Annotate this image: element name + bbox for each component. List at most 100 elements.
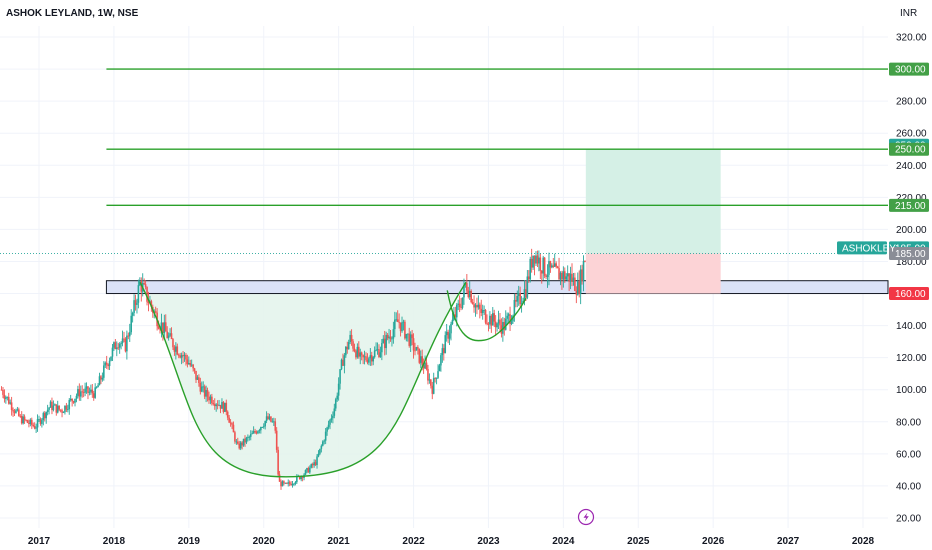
candle-body — [126, 335, 128, 352]
candle-body — [582, 261, 585, 282]
candle-body — [540, 270, 543, 274]
candle-body — [418, 348, 421, 363]
candle-body — [510, 321, 513, 325]
candle-body — [409, 334, 412, 346]
candle-body — [323, 440, 326, 442]
candle-body — [206, 390, 209, 397]
candle-body — [493, 313, 496, 322]
candle-body — [555, 263, 557, 267]
candle-body — [427, 368, 429, 381]
candle-body — [402, 321, 405, 323]
candle-body — [51, 401, 53, 411]
candle-body — [5, 397, 7, 399]
candle-body — [448, 333, 451, 339]
candle-body — [347, 342, 350, 350]
candle-body — [487, 324, 490, 325]
candle-body — [310, 464, 313, 468]
candle-body — [395, 319, 398, 321]
candle-body — [213, 404, 216, 407]
price-badge — [889, 62, 929, 76]
candle-body — [352, 341, 354, 349]
price-badge-label: 160.00 — [895, 289, 926, 300]
price-badge-label: 185.00 — [895, 249, 926, 260]
candle-body — [356, 346, 359, 358]
candle-body — [113, 342, 115, 348]
grid — [0, 26, 888, 528]
candle-body — [196, 377, 199, 380]
candle-body — [571, 273, 573, 282]
candle-body — [564, 271, 566, 280]
candle-body — [48, 407, 50, 410]
candle-body — [65, 405, 68, 410]
candle-body — [309, 467, 311, 473]
y-tick-label: 20.00 — [896, 514, 921, 525]
candle-body — [82, 392, 85, 393]
price-badge-label: 300.00 — [895, 65, 926, 76]
candle-body — [124, 338, 127, 352]
candle-body — [160, 322, 163, 330]
candle-body — [584, 261, 586, 262]
candles — [0, 248, 586, 490]
candle-body — [525, 289, 527, 298]
candle-body — [232, 424, 235, 433]
candle-body — [568, 273, 570, 282]
candle-body — [143, 283, 145, 285]
candle-body — [121, 338, 124, 344]
candle-body — [98, 376, 101, 386]
candle-body — [62, 412, 65, 414]
candle-body — [290, 483, 292, 486]
candle-body — [59, 409, 62, 411]
candle-body — [553, 263, 556, 267]
candle-body — [200, 386, 203, 392]
candle-body — [267, 416, 269, 420]
candle-body — [177, 354, 180, 356]
candle-body — [552, 265, 555, 267]
stop-zone — [585, 253, 721, 294]
candle-body — [494, 321, 497, 328]
candle-body — [95, 387, 98, 388]
candle-body — [239, 442, 242, 449]
candle-body — [199, 383, 202, 392]
candle-body — [399, 322, 402, 332]
y-tick-label: 180.00 — [896, 257, 927, 268]
cup-curve — [139, 281, 467, 478]
candle-body — [383, 338, 386, 349]
lightning-icon[interactable] — [577, 508, 595, 526]
candle-body — [268, 416, 271, 420]
candle-body — [474, 305, 477, 308]
y-tick-label: 260.00 — [896, 129, 927, 140]
candle-body — [12, 409, 14, 412]
price-badge — [889, 246, 929, 260]
candle-body — [455, 304, 458, 318]
candle-body — [519, 293, 521, 305]
candle-body — [461, 297, 464, 308]
candle-body — [307, 468, 310, 473]
candle-body — [401, 322, 403, 332]
candle-body — [140, 281, 143, 292]
candle-body — [163, 322, 166, 334]
candle-body — [19, 415, 22, 417]
candle-body — [490, 315, 493, 326]
candle-body — [183, 354, 186, 357]
candle-body — [327, 424, 330, 428]
candle-body — [252, 430, 255, 434]
candle-body — [195, 370, 197, 380]
candle-body — [157, 326, 160, 329]
candle-body — [405, 333, 408, 339]
candle-body — [215, 404, 217, 407]
candle-body — [408, 333, 411, 346]
x-tick-label: 2026 — [702, 536, 725, 547]
candle-body — [480, 308, 483, 313]
candle-body — [277, 449, 279, 475]
candle-body — [306, 468, 308, 471]
candle-body — [507, 314, 510, 316]
candle-body — [18, 409, 20, 416]
candle-body — [218, 404, 220, 406]
axis-badges: 300.00250.00250.00215.00185.00185.00160.… — [837, 62, 929, 301]
candle-body — [509, 314, 511, 325]
candle-body — [530, 258, 533, 268]
candle-body — [211, 396, 213, 404]
candle-body — [542, 257, 544, 274]
candle-body — [131, 312, 134, 316]
